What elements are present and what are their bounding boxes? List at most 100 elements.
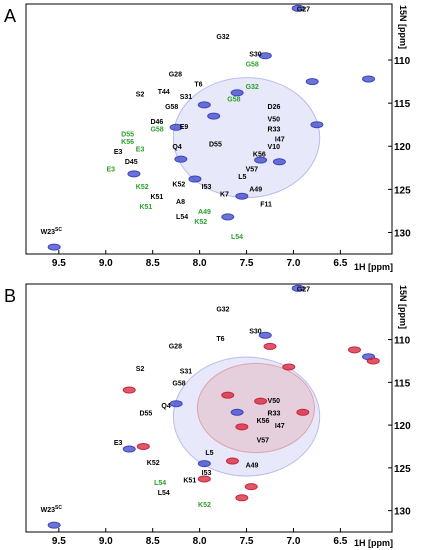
peak-label: D55 [139, 410, 152, 417]
peak-label: A8 [176, 199, 185, 206]
nmr-peak [47, 243, 61, 251]
nmr-peak [225, 457, 239, 465]
peak-label: K52 [198, 502, 211, 509]
peak-label: T6 [216, 336, 224, 343]
peak-label: G27 [297, 286, 310, 293]
nmr-peak [362, 75, 376, 83]
y-tick-label: 125 [394, 464, 411, 475]
peak-label: E9 [180, 124, 189, 131]
peak-label: K52 [147, 460, 160, 467]
x-tick-label: 9.5 [52, 536, 66, 547]
y-tick-label: 120 [394, 421, 411, 432]
x-tick-label: 7.5 [240, 536, 254, 547]
nmr-peak [207, 112, 221, 120]
peak-label: L54 [154, 480, 166, 487]
peak-label: L5 [238, 174, 246, 181]
peak-label: K56 [121, 139, 134, 146]
peak-label: S2 [136, 366, 145, 373]
contour-cloud-red [196, 362, 315, 454]
peak-label: G27 [297, 7, 310, 14]
nmr-peak [235, 494, 249, 502]
panel-b-plot-frame [25, 283, 393, 533]
nmr-peak [197, 475, 211, 483]
peak-label: V50 [268, 117, 281, 124]
nmr-peak [291, 284, 305, 292]
peak-label: V57 [246, 167, 259, 174]
x-tick-label: 7.0 [287, 536, 301, 547]
contour-cloud [172, 356, 321, 477]
peak-label: G58 [227, 97, 240, 104]
peak-label: F11 [260, 202, 272, 209]
peak-label: K51 [139, 204, 152, 211]
x-tick-label: 9.0 [99, 536, 113, 547]
peak-label: E3 [114, 149, 123, 156]
nmr-peak [366, 357, 380, 365]
nmr-peak [197, 101, 211, 109]
nmr-peak [282, 363, 296, 371]
peak-label: W23SC [41, 227, 63, 236]
nmr-peak [230, 408, 244, 416]
peak-label: K52 [194, 219, 207, 226]
y-tick-label: 125 [394, 185, 411, 196]
nmr-peak [230, 89, 244, 97]
nmr-peak [221, 391, 235, 399]
panel-a-x-axis-label: 1H [ppm] [354, 262, 393, 272]
peak-label: S30 [249, 52, 262, 59]
peak-label: T6 [194, 82, 202, 89]
peak-label: A49 [249, 187, 262, 194]
x-tick-label: 8.5 [146, 536, 160, 547]
peak-label: G58 [150, 127, 163, 134]
nmr-peak [258, 52, 272, 60]
peak-label: R33 [268, 127, 281, 134]
nmr-peak [244, 483, 258, 491]
peak-label: D45 [125, 159, 138, 166]
nmr-peak [310, 121, 324, 129]
peak-label: R33 [268, 410, 281, 417]
x-tick-label: 7.5 [240, 258, 254, 269]
peak-label: E3 [136, 147, 145, 154]
peak-label: W23SC [41, 505, 63, 514]
nmr-peak [296, 408, 310, 416]
panel-a-y-axis-label: 15N [ppm] [398, 5, 408, 49]
peak-label: K56 [253, 152, 266, 159]
nmr-peak [305, 78, 319, 86]
x-tick-label: 6.5 [333, 258, 347, 269]
peak-label: E3 [107, 167, 116, 174]
peak-label: L54 [158, 490, 170, 497]
nmr-peak [272, 158, 286, 166]
peak-label: D26 [268, 104, 281, 111]
peak-label: G58 [172, 381, 185, 388]
nmr-peak [122, 386, 136, 394]
peak-label: G32 [216, 306, 229, 313]
nmr-peak [254, 156, 268, 164]
panel-b-x-axis-label: 1H [ppm] [354, 538, 393, 548]
x-tick-label: 8.0 [193, 536, 207, 547]
y-tick-label: 110 [394, 56, 411, 67]
nmr-peak [254, 397, 268, 405]
x-tick-label: 8.0 [193, 258, 207, 269]
panel-a-peaks [47, 4, 376, 251]
nmr-peak [122, 445, 136, 453]
nmr-peak [235, 192, 249, 200]
peak-label: V10 [268, 144, 281, 151]
nmr-peak [235, 423, 249, 431]
peak-label: L5 [205, 450, 213, 457]
peak-label: G28 [169, 343, 182, 350]
peak-label: K52 [136, 184, 149, 191]
peak-label: G32 [216, 34, 229, 41]
nmr-peak [169, 400, 183, 408]
peak-label: T44 [158, 89, 170, 96]
x-tick-label: 6.5 [333, 536, 347, 547]
nmr-peak [47, 521, 61, 529]
peak-label: G28 [169, 72, 182, 79]
peak-label: V57 [257, 438, 270, 445]
peak-label: S31 [180, 94, 193, 101]
peak-label: Q4 [161, 403, 170, 410]
peak-label: L54 [231, 234, 243, 241]
peak-label: D55 [209, 142, 222, 149]
